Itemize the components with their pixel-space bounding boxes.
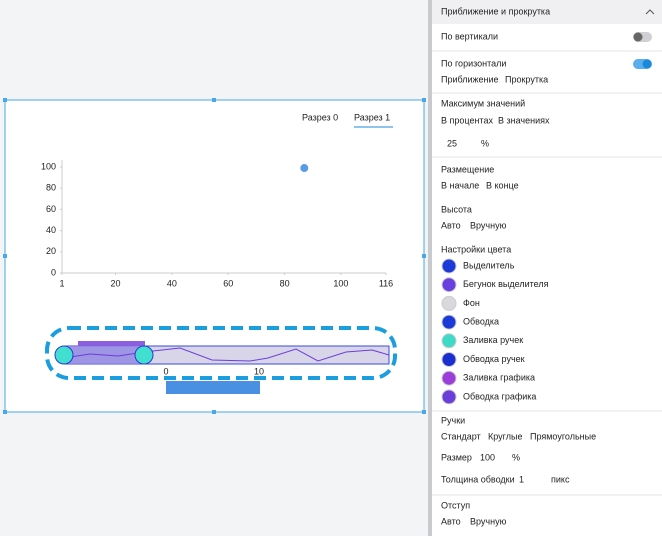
- tab[interactable]: Разрез 1: [354, 112, 390, 122]
- color-name: Фон: [463, 298, 480, 308]
- x-tick-label: 100: [333, 278, 348, 288]
- collapse-icon[interactable]: [645, 9, 655, 15]
- label: Размер: [441, 452, 472, 462]
- zoom-tick-label: 0: [163, 366, 168, 376]
- label: Высота: [441, 204, 472, 214]
- option[interactable]: Приближение: [441, 74, 499, 84]
- slider-thumb[interactable]: [78, 341, 145, 346]
- option[interactable]: Вручную: [470, 516, 507, 526]
- slider-frame: [45, 326, 397, 380]
- option[interactable]: В значениях: [498, 115, 550, 125]
- panel-header: [432, 0, 662, 24]
- label: Размещение: [441, 164, 494, 174]
- toggle-knob[interactable]: [633, 32, 643, 42]
- label: Отступ: [441, 500, 470, 510]
- zoom-slider: [45, 326, 397, 394]
- color-swatch[interactable]: [441, 389, 457, 405]
- resize-handle[interactable]: [422, 98, 426, 102]
- resize-handle[interactable]: [3, 410, 7, 414]
- selected-widget[interactable]: [4, 99, 425, 413]
- input-value[interactable]: 1: [519, 474, 524, 484]
- handle[interactable]: [134, 345, 154, 365]
- resize-handle[interactable]: [422, 410, 426, 414]
- label: По вертикали: [441, 31, 498, 41]
- resize-handle[interactable]: [422, 254, 426, 258]
- x-tick-label: 116: [379, 278, 393, 288]
- scrollbar[interactable]: [428, 0, 432, 536]
- handle[interactable]: [54, 345, 74, 365]
- color-name: Обводка: [463, 316, 499, 326]
- panel-title: Приближение и прокрутка: [441, 6, 550, 16]
- color-name: Обводка графика: [463, 391, 536, 401]
- unit: пикс: [551, 474, 570, 484]
- unit: %: [512, 452, 520, 462]
- color-name: Бегунок выделителя: [463, 279, 549, 289]
- zoom-tick-label: 10: [254, 366, 264, 376]
- resize-handle[interactable]: [212, 98, 216, 102]
- resize-handle[interactable]: [3, 98, 7, 102]
- option[interactable]: Авто: [441, 220, 461, 230]
- input-value[interactable]: 100: [480, 452, 495, 462]
- slider-line: [63, 347, 390, 362]
- tab[interactable]: Разрез 0: [302, 112, 338, 122]
- label: Ручки: [441, 415, 465, 425]
- x-tick-label: 60: [223, 278, 233, 288]
- y-tick-label: 60: [46, 204, 56, 214]
- y-tick-label: 100: [41, 161, 56, 171]
- color-name: Заливка графика: [463, 373, 535, 383]
- toggle-knob[interactable]: [642, 59, 652, 69]
- unit: %: [481, 138, 489, 148]
- resize-handle[interactable]: [3, 254, 7, 258]
- color-swatch[interactable]: [441, 314, 457, 330]
- option[interactable]: Прямоугольные: [530, 431, 596, 441]
- y-tick-label: 40: [46, 225, 56, 235]
- y-tick-label: 80: [46, 183, 56, 193]
- x-tick-label: 1: [59, 278, 64, 288]
- scroll-bar[interactable]: [166, 381, 260, 394]
- option[interactable]: Стандарт: [441, 431, 481, 441]
- option[interactable]: В процентах: [441, 115, 493, 125]
- label: Настройки цвета: [441, 244, 511, 254]
- color-name: Выделитель: [463, 260, 515, 270]
- color-swatch[interactable]: [441, 333, 457, 349]
- x-tick-label: 40: [167, 278, 177, 288]
- option[interactable]: В конце: [486, 180, 519, 190]
- option[interactable]: Вручную: [470, 220, 507, 230]
- color-swatch[interactable]: [441, 370, 457, 386]
- point: [300, 164, 309, 173]
- color-swatch[interactable]: [441, 258, 457, 274]
- x-tick-label: 80: [280, 278, 290, 288]
- color-swatch[interactable]: [441, 352, 457, 367]
- y-tick-label: 20: [46, 246, 56, 256]
- color-swatch[interactable]: [441, 277, 457, 293]
- y-tick-label: 0: [51, 267, 56, 277]
- option[interactable]: Авто: [441, 516, 461, 526]
- color-swatch[interactable]: [441, 295, 457, 311]
- color-name: Обводка ручек: [463, 354, 525, 364]
- option[interactable]: Круглые: [488, 431, 522, 441]
- input-value[interactable]: 25: [447, 138, 457, 148]
- label: Толщина обводки: [441, 474, 515, 484]
- option[interactable]: В начале: [441, 180, 479, 190]
- x-tick-label: 20: [111, 278, 121, 288]
- option[interactable]: Прокрутка: [505, 74, 548, 84]
- color-name: Заливка ручек: [463, 335, 523, 345]
- label: Максимум значений: [441, 98, 525, 108]
- panel-bg: [432, 0, 662, 536]
- resize-handle[interactable]: [212, 410, 216, 414]
- label: По горизонтали: [441, 58, 506, 68]
